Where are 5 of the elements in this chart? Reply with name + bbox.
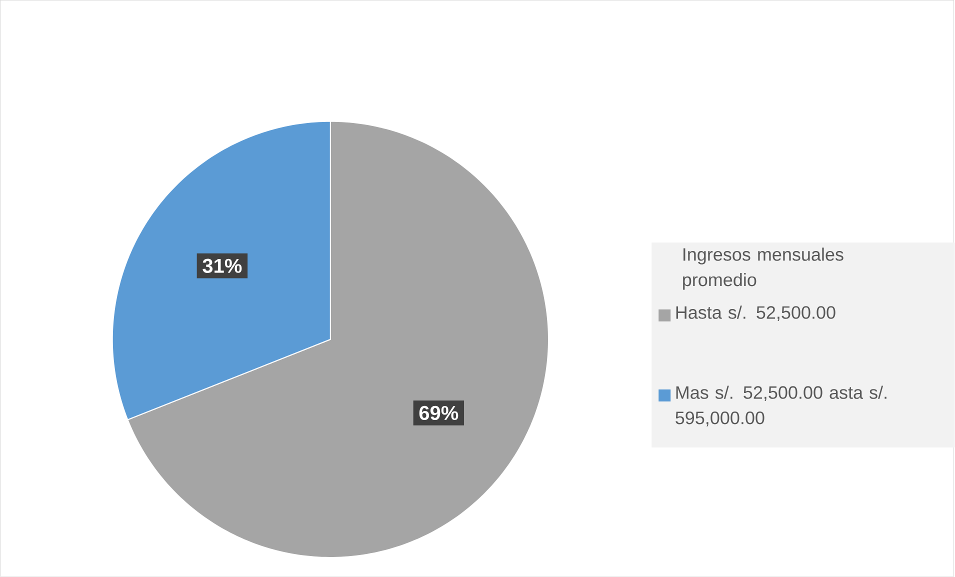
data-label: 69% — [419, 406, 458, 420]
legend-label: Mas s/. 52,500.00 asta s/. 595,000.00 — [676, 386, 886, 426]
data-label: 31% — [202, 258, 242, 274]
legend-title: Ingresos mensuales promedio — [683, 248, 844, 290]
legend-label: Hasta s/. 52,500.00 — [676, 306, 836, 322]
